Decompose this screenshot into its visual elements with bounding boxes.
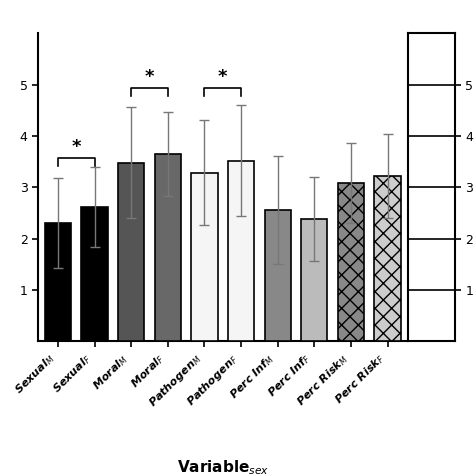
Bar (337, 183, 364, 341)
Bar (374, 176, 401, 341)
Bar (301, 219, 328, 341)
Bar (228, 161, 254, 341)
Bar (82, 207, 108, 341)
Text: $\mathbf{Variable}$$_{sex}$: $\mathbf{Variable}$$_{sex}$ (177, 458, 269, 474)
Bar (45, 223, 71, 341)
Text: *: * (72, 138, 81, 156)
Bar (118, 163, 145, 341)
Text: *: * (218, 68, 228, 86)
Bar (191, 173, 218, 341)
Bar (264, 210, 291, 341)
Text: *: * (145, 68, 155, 86)
Bar (155, 154, 181, 341)
